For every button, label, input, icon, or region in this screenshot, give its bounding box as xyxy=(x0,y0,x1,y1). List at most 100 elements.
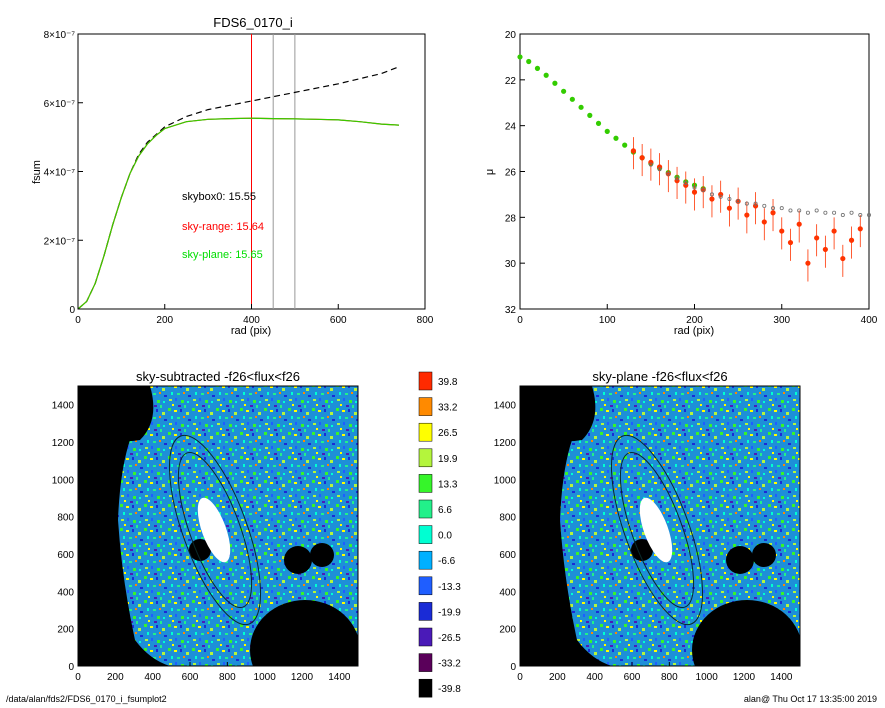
panel2-xtick-label-1: 100 xyxy=(599,315,616,326)
colorbar-label-8: -13.3 xyxy=(438,582,461,593)
panel1-fsum-plot: FDS6_0170_i 0 200 400 600 800 0 2×10⁻⁷ 4×10⁻⁷ 6… xyxy=(31,15,434,337)
colorbar-swatch-3 xyxy=(418,448,433,468)
panel3-heatmap xyxy=(78,386,358,666)
colorbar-label-9: -19.9 xyxy=(438,607,461,618)
colorbar-label-12: -39.8 xyxy=(438,684,461,695)
panel3-ellipse-inner xyxy=(177,451,253,609)
panel4-heatmap xyxy=(520,386,800,666)
panel2-series-1-point xyxy=(744,212,750,218)
panel2-series-2-point xyxy=(840,213,845,218)
panel3-ytick-label-7: 1400 xyxy=(52,401,75,412)
colorbar-label-1: 33.2 xyxy=(438,403,458,414)
panel3-title: sky-subtracted -f26<flux<f26 xyxy=(136,369,300,384)
panel2-series-2-point xyxy=(771,206,776,211)
panel3-image: sky-subtracted -f26<flux<f26 0 200 400 600 8… xyxy=(52,369,359,683)
panel4-ytick-label-0: 0 xyxy=(510,662,516,673)
panel2-series-2-point xyxy=(666,171,671,176)
panel2-series-1-point xyxy=(709,196,715,202)
panel3-ytick-label-2: 400 xyxy=(57,587,74,598)
panel3-topleft-mask xyxy=(78,386,154,442)
panel4-star-mask-2 xyxy=(752,543,776,567)
panel3-xticks: 0 200 400 600 800 1000 1200 1400 xyxy=(75,662,351,683)
colorbar-swatch-9 xyxy=(418,602,433,621)
panel3-ytick-label-5: 1000 xyxy=(52,475,75,486)
panel4-xtick-label-7: 1400 xyxy=(770,672,793,683)
colorbar-swatch-12 xyxy=(418,678,433,698)
colorbar-label-5: 6.6 xyxy=(438,505,452,516)
panel1-series-1-line xyxy=(77,117,400,310)
panel2-series-0-point xyxy=(526,58,532,65)
panel1-series-2-line xyxy=(77,117,400,310)
panel2-series-2-point xyxy=(832,210,837,215)
panel3-xtick-label-4: 800 xyxy=(219,672,236,683)
panel2-series-2-point xyxy=(657,167,662,172)
panel2-mu-plot: 0 100 200 300 400 20 22 24 26 28 30 32 rad (pix) μ xyxy=(484,30,878,337)
panel2-xtick-label-3: 300 xyxy=(773,315,790,326)
panel2-series-2-point xyxy=(701,187,706,192)
panel4-topleft-mask xyxy=(520,386,596,442)
footer-stamp: alan@ Thu Oct 17 13:35:00 2019 xyxy=(744,694,877,704)
panel4-ytick-label-7: 1400 xyxy=(494,401,517,412)
panel4-ytick-label-2: 400 xyxy=(499,587,516,598)
panel2-series-0-point xyxy=(613,135,619,141)
panel2-series-2-point xyxy=(814,208,819,213)
panel2-series-0-point xyxy=(569,96,575,102)
panel3-bottom-mask xyxy=(250,600,358,666)
panel4-star-mask-1 xyxy=(726,546,754,574)
colorbar-swatch-0 xyxy=(418,371,433,391)
annotation-sky-range: sky-range: 15.64 xyxy=(182,221,264,233)
panel1-ytick-label-3: 6×10⁻⁷ xyxy=(44,99,76,110)
panel4-xticks: 0 200 400 600 800 1000 1200 1400 xyxy=(517,662,793,683)
panel4-xtick-label-3: 600 xyxy=(624,672,641,683)
panel2-series-2-point xyxy=(779,206,784,211)
panel4-ytick-label-5: 1000 xyxy=(494,475,517,486)
panel2-series-2-point xyxy=(736,199,741,204)
panel2-series-0-point xyxy=(604,128,610,134)
footer-path: /data/alan/fds2/FDS6_0170_i_fsumplot2 xyxy=(6,694,167,704)
panel2-ytick-label-1: 22 xyxy=(505,76,517,87)
panel2-series-0-point xyxy=(595,120,602,126)
panel4-bottom-mask xyxy=(692,600,800,666)
colorbar-swatch-10 xyxy=(418,627,433,647)
panel1-series-0-line xyxy=(77,66,400,310)
panel2-ytick-label-2: 24 xyxy=(505,122,517,133)
panel3-star-mask-2 xyxy=(310,543,334,567)
panel2-series xyxy=(517,54,872,282)
panel2-ytick-label-4: 28 xyxy=(505,213,517,224)
panel3-star-mask-3 xyxy=(189,539,211,561)
panel4-xtick-label-5: 1000 xyxy=(696,672,719,683)
colorbar-label-10: -26.5 xyxy=(438,633,461,644)
panel2-series-2-point xyxy=(849,210,854,215)
panel4-left-mask xyxy=(520,428,612,666)
colorbar-label-4: 13.3 xyxy=(438,479,458,490)
panel3-ytick-label-0: 0 xyxy=(68,662,74,673)
panel4-xtick-label-4: 800 xyxy=(661,672,678,683)
panel3-xtick-label-0: 0 xyxy=(75,672,81,683)
panel2-series-2-point xyxy=(675,176,680,181)
panel2-series-2-point xyxy=(718,194,723,199)
panel2-series-2-point xyxy=(683,180,688,185)
panel4-title: sky-plane -f26<flux<f26 xyxy=(592,369,727,384)
panel3-ytick-label-1: 200 xyxy=(57,625,74,636)
panel2-series-0-point xyxy=(622,142,628,148)
panel2-series-1-point xyxy=(770,210,776,216)
annotation-sky-plane: sky-plane: 15.65 xyxy=(182,249,263,261)
panel4-ytick-label-3: 600 xyxy=(499,550,516,561)
panel2-xticks: 0 100 200 300 400 xyxy=(517,304,878,326)
panel3-xtick-label-2: 400 xyxy=(144,672,161,683)
panel3-xtick-label-7: 1400 xyxy=(328,672,351,683)
panel2-ylabel: μ xyxy=(484,169,496,175)
colorbar-swatch-6 xyxy=(418,525,433,544)
panel4-xtick-label-0: 0 xyxy=(517,672,523,683)
panel4-galaxy-core xyxy=(639,497,673,563)
panel2-series-1-point xyxy=(639,155,645,161)
panel2-series-1-point xyxy=(848,237,855,243)
panel2-ytick-label-0: 20 xyxy=(505,30,517,41)
panel2-series-2-point xyxy=(858,213,863,218)
panel1-xtick-label-0: 0 xyxy=(75,315,81,326)
panel1-ytick-label-1: 2×10⁻⁷ xyxy=(44,236,76,247)
panel2-ytick-label-6: 32 xyxy=(505,305,517,316)
panel2-xtick-label-2: 200 xyxy=(686,315,703,326)
panel1-xtick-label-2: 400 xyxy=(243,315,260,326)
